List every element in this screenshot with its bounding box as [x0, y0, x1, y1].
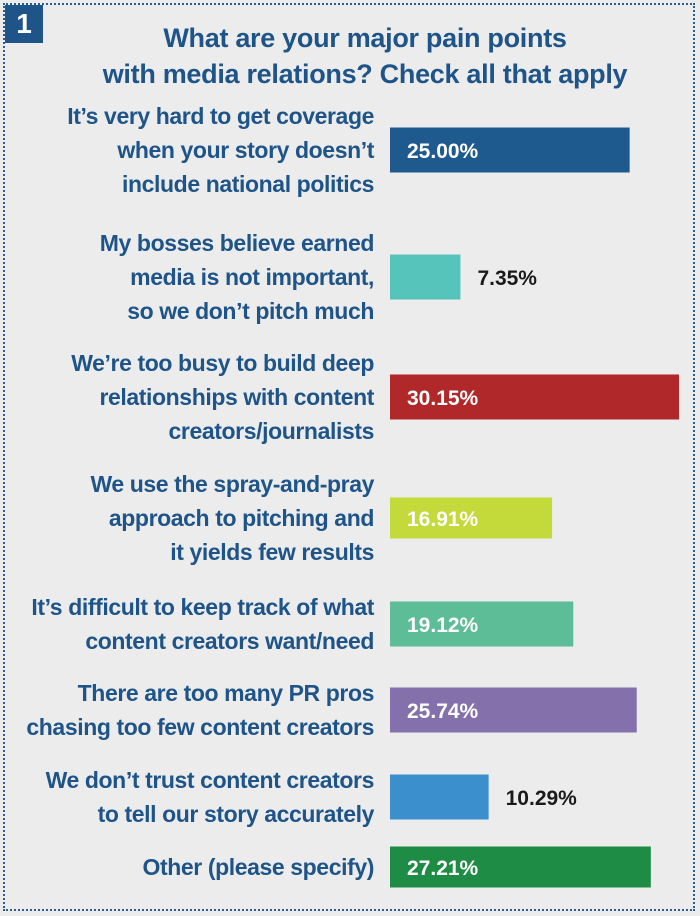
bar-2 [390, 374, 679, 420]
category-label-2: We’re too busy to build deep relationship… [0, 346, 374, 448]
category-label-line: My bosses believe earned [99, 230, 375, 256]
bar-0 [390, 127, 630, 173]
category-label-line: it yields few results [170, 539, 374, 565]
bar-1 [390, 254, 461, 300]
category-label-line: include national politics [122, 171, 374, 197]
category-label-line: media is not important, [130, 264, 374, 290]
value-label-6: 10.29% [506, 787, 578, 810]
category-label-3: We use the spray-and-pray approach to pit… [0, 467, 374, 569]
bar-7 [390, 846, 651, 888]
bar-5 [390, 687, 637, 733]
category-label-4: It’s difficult to keep track of what cont… [0, 590, 374, 658]
value-label-0: 25.00% [407, 140, 479, 163]
category-label-line: There are too many PR pros [77, 680, 375, 706]
category-label-line: creators/journalists [168, 418, 375, 444]
category-label-line: so we don’t pitch much [127, 298, 374, 324]
category-label-line: It’s very hard to get coverage [67, 103, 374, 129]
value-label-3: 16.91% [407, 508, 479, 531]
value-label-4: 19.12% [407, 614, 479, 637]
value-label-1: 7.35% [477, 267, 537, 290]
category-label-line: to tell our story accurately [97, 801, 375, 827]
category-label-line: Other (please specify) [142, 854, 374, 880]
category-label-1: My bosses believe earned media is not imp… [0, 226, 375, 328]
value-label-5: 25.74% [407, 700, 479, 723]
title-line-1: What are your major pain points [163, 23, 567, 53]
category-label-line: chasing too few content creators [26, 714, 374, 740]
category-label-7: Other (please specify) [0, 850, 374, 884]
title-line-2: with media relations? Check all that app… [102, 59, 628, 89]
category-label-line: We’re too busy to build deep [71, 350, 374, 376]
bar-6 [390, 774, 489, 820]
category-label-line: We use the spray-and-pray [90, 471, 374, 497]
value-label-7: 27.21% [407, 857, 479, 880]
category-label-line: content creators want/need [85, 628, 374, 654]
category-label-0: It’s very hard to get coverage when your … [0, 99, 374, 201]
category-label-line: It’s difficult to keep track of what [31, 594, 374, 620]
bar-3 [390, 497, 553, 539]
value-label-2: 30.15% [407, 387, 479, 410]
category-label-5: There are too many PR pros chasing too fe… [0, 676, 374, 744]
category-label-line: approach to pitching and [108, 505, 375, 531]
category-label-line: when your story doesn’t [117, 137, 374, 163]
category-label-line: relationships with content [99, 384, 374, 410]
figure-number-badge: 1 [5, 5, 43, 43]
category-label-6: We don’t trust content creators to tell o… [0, 763, 375, 831]
chart-title: What are your major pain points with med… [30, 20, 700, 92]
bar-4 [390, 601, 574, 647]
category-label-line: We don’t trust content creators [45, 767, 375, 793]
